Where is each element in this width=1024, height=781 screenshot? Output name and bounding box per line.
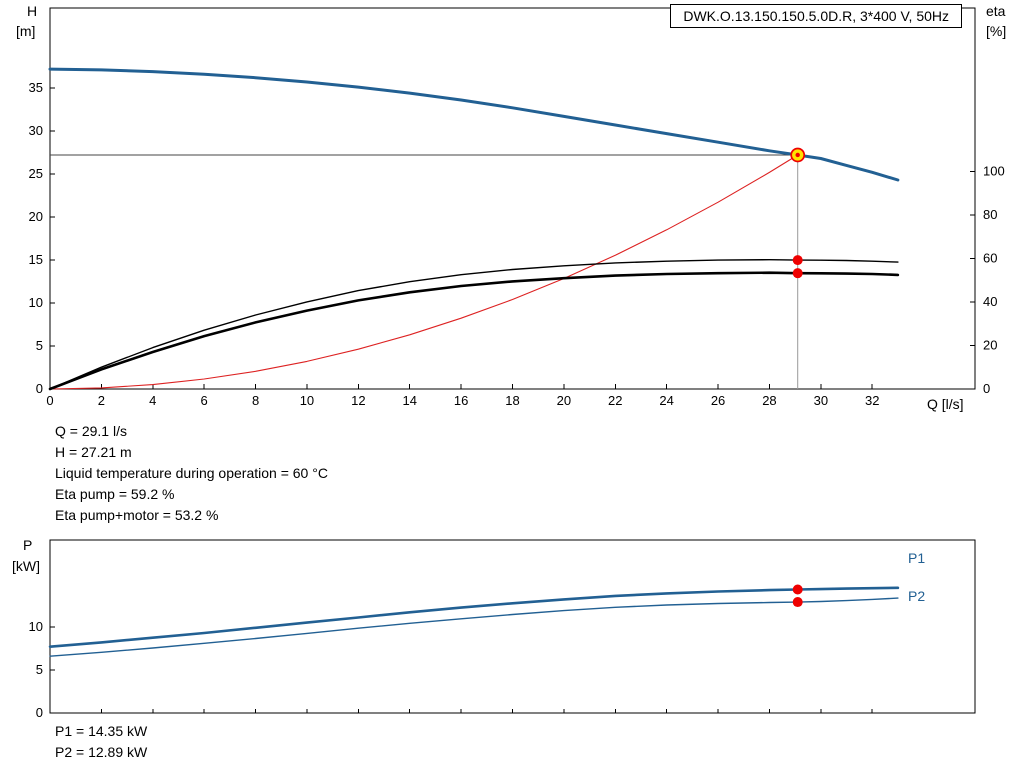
svg-text:15: 15 bbox=[29, 252, 43, 267]
p1-value-line: P1 = 14.35 kW bbox=[55, 723, 148, 739]
p-axis-label: P bbox=[23, 537, 33, 553]
svg-text:12: 12 bbox=[351, 393, 365, 408]
svg-text:5: 5 bbox=[36, 662, 43, 677]
svg-text:10: 10 bbox=[29, 619, 43, 634]
svg-text:100: 100 bbox=[983, 163, 1005, 178]
svg-text:0: 0 bbox=[36, 705, 43, 720]
svg-text:8: 8 bbox=[252, 393, 259, 408]
svg-text:20: 20 bbox=[983, 337, 997, 352]
svg-text:0: 0 bbox=[36, 381, 43, 396]
duty-h-line: H = 27.21 m bbox=[55, 444, 132, 460]
h-axis-label: H bbox=[27, 3, 38, 19]
svg-text:6: 6 bbox=[201, 393, 208, 408]
svg-text:4: 4 bbox=[149, 393, 156, 408]
svg-text:40: 40 bbox=[983, 294, 997, 309]
svg-text:35: 35 bbox=[29, 80, 43, 95]
eta-pump-line: Eta pump = 59.2 % bbox=[55, 486, 175, 502]
duty-q-line: Q = 29.1 l/s bbox=[55, 423, 127, 439]
p2-value-line: P2 = 12.89 kW bbox=[55, 744, 148, 760]
svg-text:80: 80 bbox=[983, 207, 997, 222]
svg-text:14: 14 bbox=[402, 393, 416, 408]
power-text: P1 = 14.35 kW P2 = 12.89 kW bbox=[55, 721, 147, 763]
svg-text:10: 10 bbox=[300, 393, 314, 408]
q-axis-label: Q [l/s] bbox=[927, 396, 964, 412]
svg-text:26: 26 bbox=[711, 393, 725, 408]
svg-text:20: 20 bbox=[557, 393, 571, 408]
eta-pump-motor-line: Eta pump+motor = 53.2 % bbox=[55, 507, 219, 523]
svg-text:25: 25 bbox=[29, 166, 43, 181]
svg-text:30: 30 bbox=[814, 393, 828, 408]
svg-text:60: 60 bbox=[983, 250, 997, 265]
svg-text:20: 20 bbox=[29, 209, 43, 224]
liquid-temp-line: Liquid temperature during operation = 60… bbox=[55, 465, 328, 481]
p2-curve-label: P2 bbox=[908, 588, 926, 604]
svg-text:32: 32 bbox=[865, 393, 879, 408]
svg-text:2: 2 bbox=[98, 393, 105, 408]
svg-text:18: 18 bbox=[505, 393, 519, 408]
svg-text:0: 0 bbox=[46, 393, 53, 408]
duty-point-text: Q = 29.1 l/s H = 27.21 m Liquid temperat… bbox=[55, 421, 328, 526]
pump-model-title: DWK.O.13.150.150.5.0D.R, 3*400 V, 50Hz bbox=[670, 4, 962, 28]
svg-text:24: 24 bbox=[659, 393, 673, 408]
svg-text:5: 5 bbox=[36, 338, 43, 353]
h-axis-unit: [m] bbox=[16, 23, 36, 39]
svg-text:22: 22 bbox=[608, 393, 622, 408]
svg-text:10: 10 bbox=[29, 295, 43, 310]
eta-axis-unit: [%] bbox=[986, 23, 1007, 39]
svg-text:16: 16 bbox=[454, 393, 468, 408]
svg-text:28: 28 bbox=[762, 393, 776, 408]
svg-text:30: 30 bbox=[29, 123, 43, 138]
p-axis-unit: [kW] bbox=[12, 558, 40, 574]
p1-curve-label: P1 bbox=[908, 550, 926, 566]
svg-text:0: 0 bbox=[983, 381, 990, 396]
eta-axis-label: eta bbox=[986, 3, 1006, 19]
